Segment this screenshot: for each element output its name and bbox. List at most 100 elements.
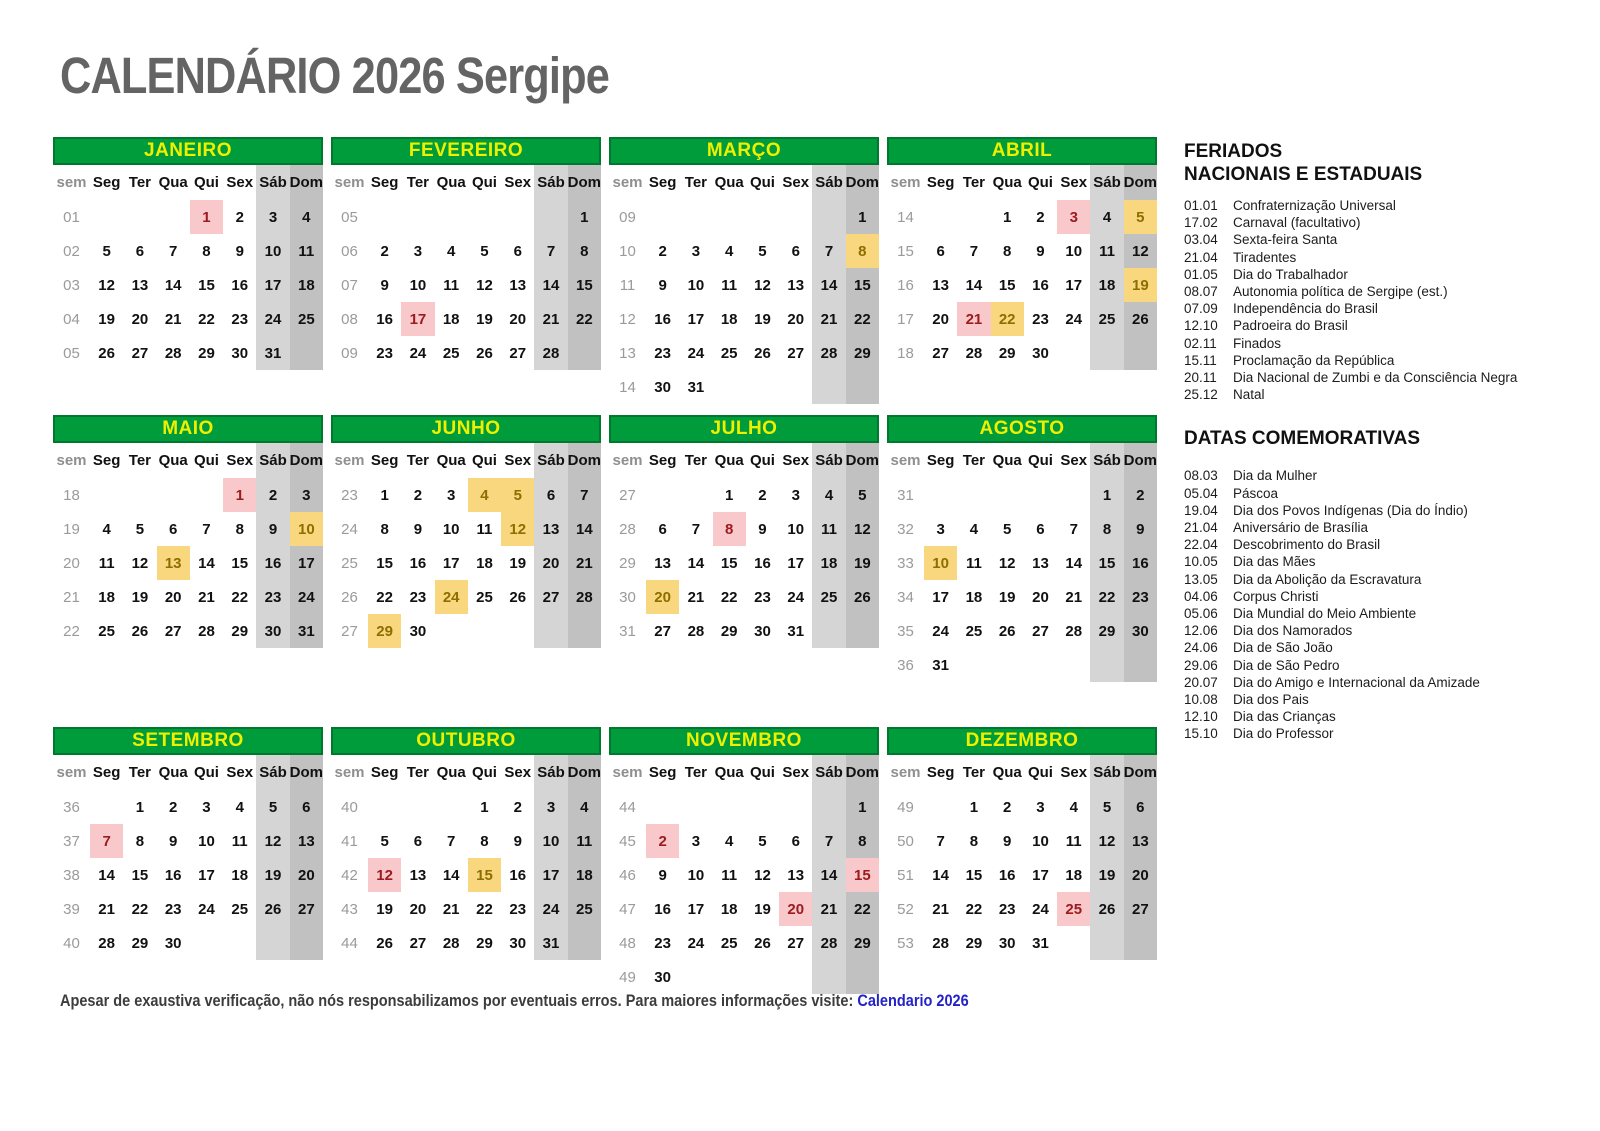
- day-cell: 5: [845, 478, 879, 512]
- day-cell: [90, 478, 123, 512]
- day-cell: 22: [845, 302, 879, 336]
- week-number: 06: [341, 242, 358, 260]
- day-cell: [1024, 648, 1057, 682]
- day-cell: 5: [758, 242, 767, 260]
- day-cell: 20: [409, 900, 427, 918]
- day-cell: [1024, 478, 1057, 512]
- day-cell: [1057, 336, 1090, 370]
- day-cell: 18: [442, 310, 460, 328]
- day-cell: 13: [1032, 554, 1049, 572]
- day-cell: 13: [787, 276, 805, 294]
- day-cell: 7: [936, 832, 945, 850]
- week-column-header: sem: [334, 174, 365, 191]
- weekday-header: Seg: [92, 174, 121, 191]
- day-cell: 14: [812, 858, 846, 892]
- day-cell: 22: [198, 310, 215, 328]
- day-cell: 21: [932, 900, 949, 918]
- weekday-header: Dom: [567, 755, 601, 790]
- weekday-header: Qua: [992, 174, 1022, 191]
- weekday-header: Ter: [128, 764, 152, 781]
- day-cell: 18: [231, 866, 249, 884]
- day-cell: 27: [409, 934, 427, 952]
- holiday-name: Natal: [1233, 387, 1265, 403]
- weekday-header: Sex: [782, 174, 810, 191]
- day-cell: 11: [476, 520, 493, 538]
- day-cell: 5: [758, 832, 767, 850]
- day-cell: 13: [787, 866, 805, 884]
- day-cell: 2: [235, 208, 244, 226]
- commemorative-item: 21.04 Aniversário de Brasília: [1184, 519, 1584, 536]
- weekday-header: Seg: [926, 174, 955, 191]
- week-number: 51: [897, 866, 914, 884]
- day-cell: [924, 200, 957, 234]
- day-cell: 28: [534, 336, 568, 370]
- day-cell: 12: [754, 866, 771, 884]
- day-cell: [812, 370, 846, 404]
- day-cell: 14: [442, 866, 460, 884]
- week-number: 40: [63, 934, 80, 952]
- day-cell: 23: [231, 310, 249, 328]
- day-cell: 4: [102, 520, 111, 538]
- weekday-header: Qua: [992, 452, 1022, 469]
- day-cell: 26: [1123, 302, 1157, 336]
- weekday-header: Ter: [684, 452, 708, 469]
- day-cell: 14: [534, 268, 568, 302]
- week-number: 39: [63, 900, 80, 918]
- day-cell: 20: [787, 310, 805, 328]
- day-cell: 28: [687, 622, 705, 640]
- week-number: 23: [341, 486, 358, 504]
- day-cell: 3: [413, 242, 423, 260]
- holiday-date: 07.09: [1184, 301, 1218, 317]
- weekday-header: Qui: [471, 452, 497, 469]
- day-cell: 14: [932, 866, 949, 884]
- weekday-header: Ter: [406, 174, 430, 191]
- calendario-link[interactable]: Calendario 2026: [857, 992, 969, 1010]
- holiday-date: 12.10: [1184, 318, 1218, 334]
- day-cell: 17: [787, 554, 805, 572]
- week-number: 44: [619, 798, 636, 816]
- weekday-header: Sex: [226, 174, 254, 191]
- day-cell: 9: [235, 242, 244, 260]
- week-column-header: sem: [334, 452, 365, 469]
- weekday-header: Dom: [289, 443, 323, 478]
- day-cell: 5: [480, 242, 489, 260]
- day-cell: 9: [256, 512, 290, 546]
- weekday-header: Qua: [158, 452, 188, 469]
- day-cell: [368, 200, 401, 234]
- day-cell-commemorative: 24: [434, 580, 468, 614]
- commemorative-item: 29.06 Dia de São Pedro: [1184, 657, 1584, 674]
- day-cell: 16: [231, 276, 249, 294]
- weekday-header: Sex: [226, 452, 254, 469]
- day-cell-commemorative: 13: [156, 546, 190, 580]
- day-cell: 22: [845, 892, 879, 926]
- day-cell: 17: [256, 268, 290, 302]
- footer-note: Apesar de exaustiva verificação, não nós…: [60, 992, 969, 1011]
- day-cell: 1: [845, 790, 879, 824]
- holiday-name: Aniversário de Brasília: [1233, 520, 1369, 536]
- day-cell: 9: [658, 866, 667, 884]
- day-cell: 15: [131, 866, 149, 884]
- day-cell-commemorative: 12: [501, 512, 535, 546]
- month-fevereiro: FEVEREIRO sem Seg Ter Qua Qui Sex Sáb Dom 05 1 06 2 3…: [331, 137, 601, 370]
- day-cell: 31: [1032, 934, 1049, 952]
- week-number: 36: [63, 798, 80, 816]
- day-cell: [435, 614, 468, 648]
- week-number: 43: [341, 900, 358, 918]
- weekday-header: Dom: [289, 165, 323, 200]
- day-cell: 15: [567, 268, 601, 302]
- holiday-date: 10.08: [1184, 692, 1218, 708]
- weekday-header: Qua: [714, 764, 744, 781]
- day-cell: 4: [812, 478, 846, 512]
- day-cell: 23: [1123, 580, 1157, 614]
- day-cell: 4: [447, 242, 456, 260]
- day-cell: 24: [787, 588, 805, 606]
- holiday-name: Dia das Mães: [1233, 554, 1316, 570]
- day-cell: 6: [169, 520, 178, 538]
- day-cell: 19: [845, 546, 879, 580]
- weekday-header: Ter: [962, 452, 986, 469]
- day-cell: 12: [998, 554, 1016, 572]
- month-title-julho: JULHO: [609, 415, 879, 443]
- day-cell: 22: [720, 588, 738, 606]
- day-cell: 19: [256, 858, 290, 892]
- day-cell: [1057, 648, 1090, 682]
